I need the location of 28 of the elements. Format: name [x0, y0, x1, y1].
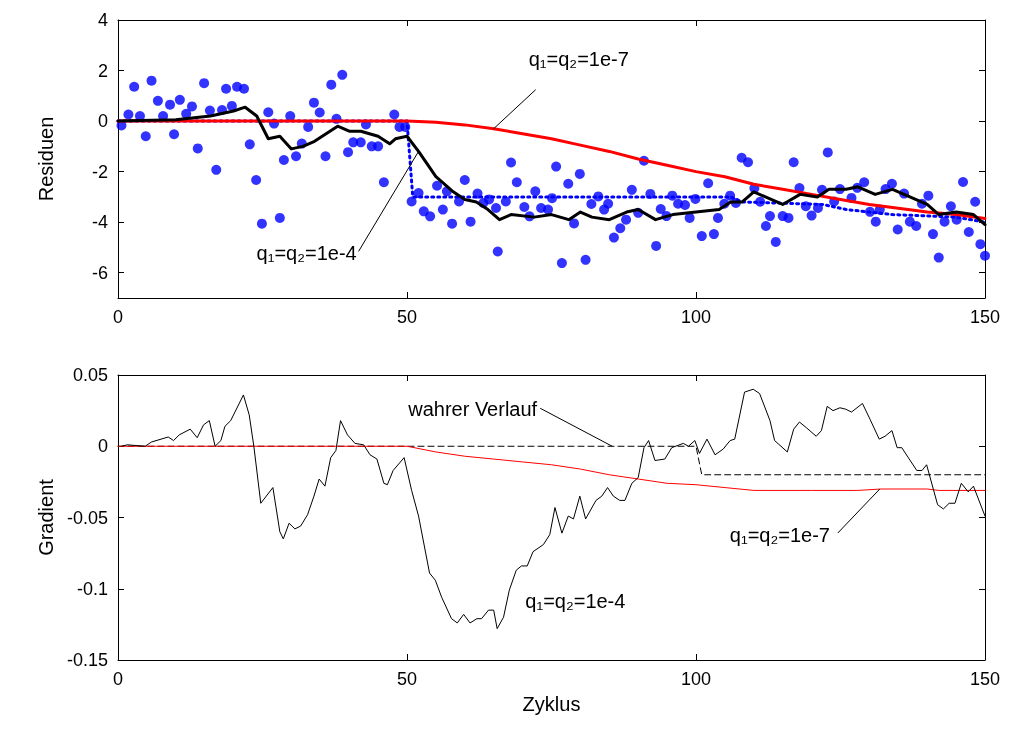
annotation: q₁=q₂=1e-4: [525, 590, 626, 613]
x-tick-label: 50: [396, 669, 418, 689]
x-tick-label: 0: [112, 307, 124, 327]
x-tick-label: 150: [969, 669, 1001, 689]
y-tick-label: -0.1: [76, 578, 108, 599]
annotation: q₁=q₂=1e-7: [729, 524, 830, 546]
y-axis-title: Gradient: [35, 478, 57, 556]
x-axis-title: Zyklus: [522, 693, 581, 715]
y-tick-label: -4: [91, 212, 108, 233]
line-series: [117, 445, 986, 491]
annotation: q₁=q₂=1e-7: [528, 47, 629, 70]
y-axis-title: Residuen: [35, 116, 57, 202]
x-tick-label: 50: [396, 307, 418, 327]
y-tick-label: -2: [91, 161, 108, 182]
y-tick-label: -0.15: [66, 650, 108, 670]
annotation: wahrer Verlauf: [407, 398, 538, 421]
x-tick-label: 100: [680, 669, 712, 689]
x-tick-label: 150: [969, 307, 1001, 327]
y-tick-label: -0.05: [66, 507, 108, 528]
y-tick-label: 4: [97, 10, 108, 30]
y-tick-label: 0.05: [72, 365, 108, 385]
annotation: q₁=q₂=1e-4: [256, 242, 357, 265]
y-tick-label: 0: [97, 111, 108, 132]
y-tick-label: -6: [91, 262, 108, 283]
x-tick-label: 0: [112, 669, 124, 689]
y-tick-label: 0: [97, 436, 108, 457]
x-tick-label: 100: [680, 307, 712, 327]
y-tick-label: 2: [97, 60, 108, 81]
